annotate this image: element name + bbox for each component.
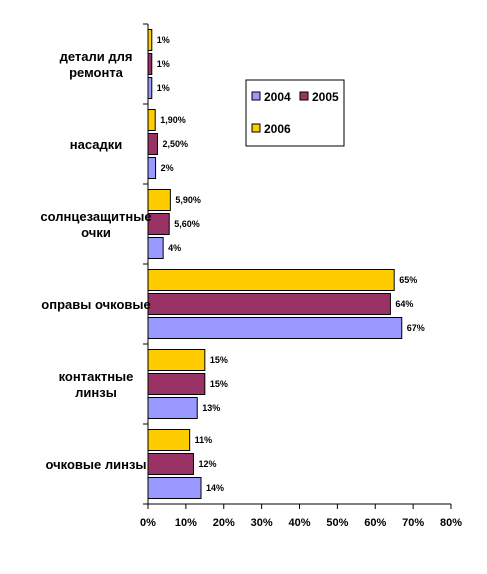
legend-swatch-2005 [299,91,309,101]
legend-box [245,79,345,147]
bar-2006 [147,29,153,51]
x-tick-label: 80% [440,517,462,529]
x-tick-label: 10% [175,517,197,529]
x-tick-label: 70% [402,517,424,529]
bar-2006 [147,189,171,211]
category-label: очковые линзы [45,457,146,472]
category-label: оправы очковые [41,297,150,312]
bar-2006 [147,109,156,131]
category-label: солнцезащитные [40,209,151,224]
category-label: линзы [75,385,117,400]
bar-2005 [147,453,194,475]
data-label: 65% [399,275,417,285]
category-label: детали для [60,49,133,64]
bar-2005 [147,53,153,75]
bar-2004 [147,237,164,259]
data-label: 1,90% [160,115,186,125]
bar-2005 [147,133,158,155]
data-label: 1% [157,59,170,69]
data-label: 13% [202,403,220,413]
x-tick-label: 0% [140,517,156,529]
bar-2006 [147,349,206,371]
x-tick-label: 60% [364,517,386,529]
category-label: насадки [70,137,122,152]
data-label: 2,50% [162,139,188,149]
legend-label-2004: 2004 [264,90,291,104]
bar-2005 [147,373,206,395]
bar-2004 [147,477,202,499]
legend-swatch-2006 [251,123,261,133]
data-label: 15% [210,379,228,389]
category-label: ремонта [69,65,124,80]
data-label: 2% [161,163,174,173]
data-label: 64% [395,299,413,309]
bar-2006 [147,429,191,451]
bars-layer [147,29,403,499]
bar-2004 [147,397,198,419]
legend-label-2005: 2005 [312,90,339,104]
x-tick-label: 20% [213,517,235,529]
bar-2006 [147,269,395,291]
x-tick-label: 30% [251,517,273,529]
data-label: 14% [206,483,224,493]
bar-2004 [147,157,157,179]
category-label: контактные [59,369,134,384]
bar-2005 [147,293,391,315]
x-tick-label: 40% [288,517,310,529]
axes-layer [143,23,452,509]
data-label: 67% [407,323,425,333]
x-tick-label: 50% [326,517,348,529]
data-label: 15% [210,355,228,365]
legend-label-2006: 2006 [264,122,291,136]
legend: 2004 2005 2006 [245,79,345,147]
data-label: 5,90% [175,195,201,205]
data-label: 1% [157,35,170,45]
data-label: 5,60% [174,219,200,229]
data-label: 11% [195,435,213,445]
data-label: 12% [198,459,216,469]
bar-2004 [147,77,153,99]
bar-2004 [147,317,403,339]
data-label: 4% [168,243,181,253]
category-label: очки [81,225,111,240]
data-label: 1% [157,83,170,93]
legend-swatch-2004 [251,91,261,101]
